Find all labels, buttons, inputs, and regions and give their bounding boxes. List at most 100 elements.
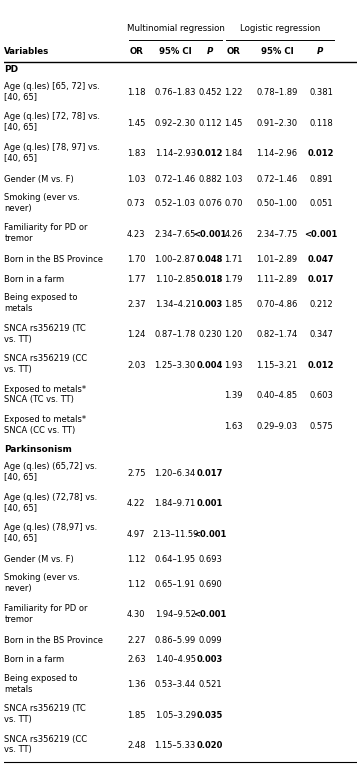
Text: 1.25–3.30: 1.25–3.30 — [155, 361, 196, 369]
Text: 1.85: 1.85 — [127, 710, 145, 720]
Text: 0.381: 0.381 — [309, 88, 333, 97]
Text: 1.20–6.34: 1.20–6.34 — [155, 468, 196, 478]
Text: Age (q.les) (72,78] vs.
[40, 65]: Age (q.les) (72,78] vs. [40, 65] — [4, 492, 97, 512]
Text: SNCA rs356219 (TC
vs. TT): SNCA rs356219 (TC vs. TT) — [4, 324, 86, 344]
Text: 1.34–4.21: 1.34–4.21 — [155, 300, 196, 309]
Text: 1.20: 1.20 — [225, 330, 243, 339]
Text: 0.29–9.03: 0.29–9.03 — [257, 421, 297, 431]
Text: 1.15–5.33: 1.15–5.33 — [155, 741, 196, 750]
Text: 1.79: 1.79 — [224, 275, 243, 284]
Text: 0.012: 0.012 — [308, 149, 335, 158]
Text: 2.13–11.59: 2.13–11.59 — [152, 530, 199, 539]
Text: <0.001: <0.001 — [193, 230, 227, 239]
Text: SNCA rs356219 (CC
vs. TT): SNCA rs356219 (CC vs. TT) — [4, 734, 87, 754]
Text: 1.12: 1.12 — [127, 580, 145, 589]
Text: 0.047: 0.047 — [308, 255, 335, 264]
Text: P: P — [206, 47, 213, 56]
Text: 95% CI: 95% CI — [159, 47, 192, 56]
Text: 1.40–4.95: 1.40–4.95 — [155, 656, 196, 665]
Text: 0.86–5.99: 0.86–5.99 — [155, 635, 196, 645]
Text: <0.001: <0.001 — [193, 530, 227, 539]
Text: 2.34–7.65: 2.34–7.65 — [155, 230, 196, 239]
Text: 1.14–2.96: 1.14–2.96 — [257, 149, 297, 158]
Text: SNCA rs356219 (TC
vs. TT): SNCA rs356219 (TC vs. TT) — [4, 704, 86, 724]
Text: 0.575: 0.575 — [309, 421, 333, 431]
Text: 0.70: 0.70 — [224, 199, 243, 209]
Text: Multinomial regression: Multinomial regression — [127, 25, 225, 33]
Text: 4.30: 4.30 — [127, 611, 145, 619]
Text: 1.05–3.29: 1.05–3.29 — [155, 710, 196, 720]
Text: Born in a farm: Born in a farm — [4, 656, 65, 665]
Text: Born in a farm: Born in a farm — [4, 275, 65, 284]
Text: 0.882: 0.882 — [198, 175, 222, 183]
Text: 0.003: 0.003 — [197, 300, 223, 309]
Text: 0.76–1.83: 0.76–1.83 — [155, 88, 196, 97]
Text: 1.70: 1.70 — [127, 255, 145, 264]
Text: 0.40–4.85: 0.40–4.85 — [257, 391, 297, 400]
Text: 0.78–1.89: 0.78–1.89 — [256, 88, 298, 97]
Text: 0.018: 0.018 — [197, 275, 223, 284]
Text: 0.65–1.91: 0.65–1.91 — [155, 580, 196, 589]
Text: 0.003: 0.003 — [197, 656, 223, 665]
Text: Age (q.les) (65,72] vs.
[40, 65]: Age (q.les) (65,72] vs. [40, 65] — [4, 462, 97, 482]
Text: 4.97: 4.97 — [127, 530, 145, 539]
Text: 2.27: 2.27 — [127, 635, 145, 645]
Text: Variables: Variables — [4, 47, 49, 56]
Text: 1.84: 1.84 — [224, 149, 243, 158]
Text: 0.012: 0.012 — [308, 361, 335, 369]
Text: 1.63: 1.63 — [224, 421, 243, 431]
Text: Smoking (ever vs.
never): Smoking (ever vs. never) — [4, 574, 80, 593]
Text: 0.521: 0.521 — [199, 680, 222, 690]
Text: 0.64–1.95: 0.64–1.95 — [155, 555, 196, 564]
Text: 0.051: 0.051 — [309, 199, 333, 209]
Text: Logistic regression: Logistic regression — [240, 25, 321, 33]
Text: Exposed to metals*
SNCA (CC vs. TT): Exposed to metals* SNCA (CC vs. TT) — [4, 415, 86, 435]
Text: 2.03: 2.03 — [127, 361, 145, 369]
Text: 1.45: 1.45 — [225, 119, 243, 128]
Text: 0.035: 0.035 — [197, 710, 223, 720]
Text: 0.452: 0.452 — [199, 88, 222, 97]
Text: 1.00–2.87: 1.00–2.87 — [155, 255, 196, 264]
Text: 1.39: 1.39 — [224, 391, 243, 400]
Text: 1.11–2.89: 1.11–2.89 — [257, 275, 297, 284]
Text: 0.347: 0.347 — [309, 330, 333, 339]
Text: 0.001: 0.001 — [197, 499, 223, 508]
Text: Born in the BS Province: Born in the BS Province — [4, 255, 103, 264]
Text: 0.017: 0.017 — [308, 275, 335, 284]
Text: 1.15–3.21: 1.15–3.21 — [257, 361, 297, 369]
Text: 1.93: 1.93 — [224, 361, 243, 369]
Text: Age (q.les) [72, 78] vs.
[40, 65]: Age (q.les) [72, 78] vs. [40, 65] — [4, 112, 100, 132]
Text: 2.63: 2.63 — [127, 656, 145, 665]
Text: SNCA rs356219 (CC
vs. TT): SNCA rs356219 (CC vs. TT) — [4, 354, 87, 374]
Text: 0.82–1.74: 0.82–1.74 — [256, 330, 298, 339]
Text: 0.72–1.46: 0.72–1.46 — [256, 175, 298, 183]
Text: 0.50–1.00: 0.50–1.00 — [257, 199, 297, 209]
Text: 1.94–9.52: 1.94–9.52 — [155, 611, 196, 619]
Text: 0.004: 0.004 — [197, 361, 223, 369]
Text: Smoking (ever vs.
never): Smoking (ever vs. never) — [4, 193, 80, 213]
Text: <0.001: <0.001 — [305, 230, 338, 239]
Text: Born in the BS Province: Born in the BS Province — [4, 635, 103, 645]
Text: 1.77: 1.77 — [127, 275, 145, 284]
Text: 0.112: 0.112 — [199, 119, 222, 128]
Text: 0.87–1.78: 0.87–1.78 — [155, 330, 196, 339]
Text: 1.24: 1.24 — [127, 330, 145, 339]
Text: 0.91–2.30: 0.91–2.30 — [257, 119, 297, 128]
Text: 95% CI: 95% CI — [261, 47, 293, 56]
Text: Being exposed to
metals: Being exposed to metals — [4, 294, 78, 313]
Text: 1.71: 1.71 — [224, 255, 243, 264]
Text: Exposed to metals*
SNCA (TC vs. TT): Exposed to metals* SNCA (TC vs. TT) — [4, 385, 86, 404]
Text: 0.099: 0.099 — [199, 635, 222, 645]
Text: 4.22: 4.22 — [127, 499, 145, 508]
Text: 1.84–9.71: 1.84–9.71 — [155, 499, 196, 508]
Text: <0.001: <0.001 — [193, 611, 227, 619]
Text: 1.10–2.85: 1.10–2.85 — [155, 275, 196, 284]
Text: 0.012: 0.012 — [197, 149, 223, 158]
Text: 0.52–1.03: 0.52–1.03 — [155, 199, 196, 209]
Text: 1.03: 1.03 — [224, 175, 243, 183]
Text: Gender (M vs. F): Gender (M vs. F) — [4, 555, 74, 564]
Text: OR: OR — [129, 47, 143, 56]
Text: 1.85: 1.85 — [224, 300, 243, 309]
Text: 0.076: 0.076 — [198, 199, 222, 209]
Text: 0.92–2.30: 0.92–2.30 — [155, 119, 196, 128]
